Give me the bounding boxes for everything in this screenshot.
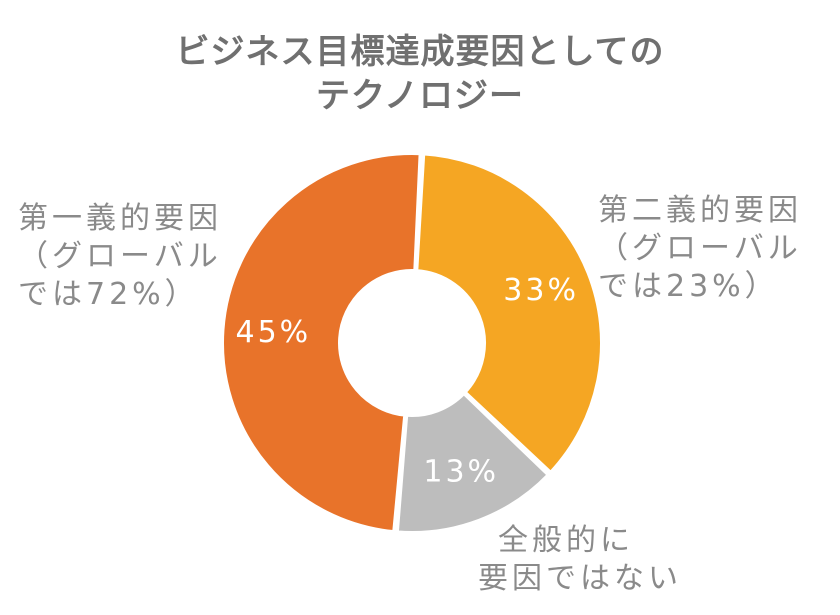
slice-label-not-factor-line-1: 全般的に xyxy=(498,523,634,558)
slice-label-secondary-line-3: では23%） xyxy=(598,269,779,304)
slice-secondary xyxy=(414,151,604,476)
slice-label-primary-line-2: （グローバル xyxy=(18,239,222,274)
slice-label-secondary: 第二義的要因 （グローバル では23%） xyxy=(598,192,802,306)
value-label-not-factor: 13% xyxy=(423,454,499,489)
slice-label-not-factor-line-2: 要因ではない xyxy=(478,561,682,596)
value-label-primary: 45% xyxy=(235,315,311,350)
chart-title-line-1: ビジネス目標達成要因としての xyxy=(175,32,665,72)
slice-label-not-factor: 全般的に 要因ではない xyxy=(478,522,682,598)
chart-title: ビジネス目標達成要因としての テクノロジー xyxy=(0,30,840,118)
slice-not-factor xyxy=(394,390,552,535)
slice-label-secondary-line-2: （グローバル xyxy=(598,231,802,266)
value-label-secondary: 33% xyxy=(503,273,579,308)
slice-label-primary: 第一義的要因 （グローバル では72%） xyxy=(18,200,222,314)
slice-label-primary-line-3: では72%） xyxy=(18,277,199,312)
slice-label-primary-line-1: 第一義的要因 xyxy=(18,201,222,236)
slice-label-secondary-line-1: 第二義的要因 xyxy=(598,193,802,228)
chart-title-line-2: テクノロジー xyxy=(316,76,524,116)
slice-primary xyxy=(220,151,423,535)
